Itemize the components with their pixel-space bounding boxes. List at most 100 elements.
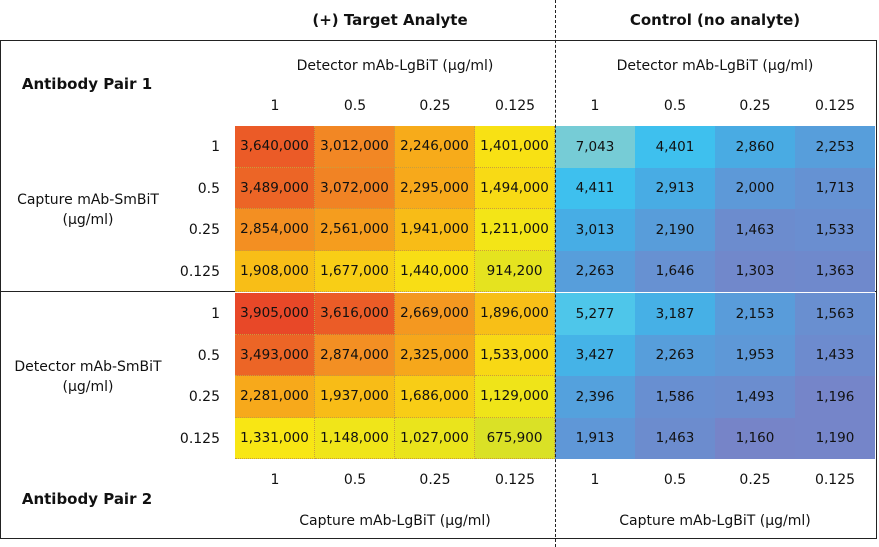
control-cell: 1,713 xyxy=(795,167,875,209)
pair-title: Antibody Pair 1 xyxy=(21,75,153,93)
row-axis-label: Capture mAb-SmBiT (μg/ml) xyxy=(17,192,159,228)
target-cell: 2,325,000 xyxy=(395,334,475,376)
control-cell: 2,153 xyxy=(715,293,795,335)
column-label: 0.5 xyxy=(343,472,367,488)
column-axis-label: Capture mAb-LgBiT (μg/ml) xyxy=(299,513,491,529)
target-cell: 3,489,000 xyxy=(235,167,315,209)
column-label: 0.25 xyxy=(739,98,771,114)
column-axis-label: Capture mAb-LgBiT (μg/ml) xyxy=(619,513,811,529)
target-cell: 1,941,000 xyxy=(395,209,475,251)
target-cell: 1,211,000 xyxy=(475,209,555,251)
row-label: 1 xyxy=(211,139,220,155)
control-cell: 1,586 xyxy=(635,376,715,418)
control-cell: 2,253 xyxy=(795,126,875,168)
target-cell: 675,900 xyxy=(475,417,555,459)
row-label: 1 xyxy=(211,306,220,322)
target-cell: 1,440,000 xyxy=(395,250,475,292)
target-cell: 1,677,000 xyxy=(315,250,395,292)
control-cell: 1,196 xyxy=(795,376,875,418)
control-cell: 7,043 xyxy=(555,126,635,168)
target-cell: 3,616,000 xyxy=(315,293,395,335)
column-label: 1 xyxy=(270,472,280,488)
row-label: 0.125 xyxy=(179,430,220,447)
control-cell: 1,953 xyxy=(715,334,795,376)
control-cell: 2,000 xyxy=(715,167,795,209)
target-cell: 3,640,000 xyxy=(235,126,315,168)
column-label: 0.125 xyxy=(494,98,536,114)
control-cell: 4,401 xyxy=(635,126,715,168)
target-cell: 3,493,000 xyxy=(235,334,315,376)
control-cell: 1,493 xyxy=(715,376,795,418)
target-cell: 3,072,000 xyxy=(315,167,395,209)
control-cell: 2,913 xyxy=(635,167,715,209)
control-cell: 2,263 xyxy=(555,250,635,292)
target-cell: 2,246,000 xyxy=(395,126,475,168)
target-cell: 1,686,000 xyxy=(395,376,475,418)
row-axis-label: Detector mAb-SmBiT (μg/ml) xyxy=(14,359,162,395)
target-cell: 1,148,000 xyxy=(315,417,395,459)
target-cell: 2,874,000 xyxy=(315,334,395,376)
row-label: 0.25 xyxy=(188,222,220,238)
column-axis-label: Detector mAb-LgBiT (μg/ml) xyxy=(616,58,814,74)
target-cell: 1,896,000 xyxy=(475,293,555,335)
control-header: Control (no analyte) xyxy=(629,11,801,29)
target-cell: 1,027,000 xyxy=(395,417,475,459)
column-label: 1 xyxy=(590,98,600,114)
row-label: 0.5 xyxy=(197,180,220,197)
column-label: 0.125 xyxy=(814,472,856,488)
control-cell: 1,913 xyxy=(555,417,635,459)
control-cell: 5,277 xyxy=(555,293,635,335)
column-label: 0.5 xyxy=(663,472,687,488)
target-cell: 2,561,000 xyxy=(315,209,395,251)
frame xyxy=(0,40,877,539)
control-cell: 3,013 xyxy=(555,209,635,251)
column-label: 0.125 xyxy=(814,98,856,114)
target-cell: 3,905,000 xyxy=(235,293,315,335)
column-label: 1 xyxy=(590,472,600,488)
control-cell: 2,396 xyxy=(555,376,635,418)
row-label: 0.5 xyxy=(197,347,220,364)
control-cell: 2,263 xyxy=(635,334,715,376)
control-cell: 1,303 xyxy=(715,250,795,292)
control-cell: 1,433 xyxy=(795,334,875,376)
control-cell: 1,533 xyxy=(795,209,875,251)
column-label: 0.125 xyxy=(494,472,536,488)
row-label: 0.125 xyxy=(179,263,220,280)
target-cell: 914,200 xyxy=(475,250,555,292)
target-header: (+) Target Analyte xyxy=(312,11,468,29)
control-cell: 1,363 xyxy=(795,250,875,292)
target-cell: 1,494,000 xyxy=(475,167,555,209)
column-label: 0.25 xyxy=(419,472,451,488)
control-cell: 2,860 xyxy=(715,126,795,168)
target-cell: 2,295,000 xyxy=(395,167,475,209)
control-cell: 1,190 xyxy=(795,417,875,459)
row-label: 0.25 xyxy=(188,389,220,405)
control-cell: 1,463 xyxy=(635,417,715,459)
control-cell: 3,187 xyxy=(635,293,715,335)
target-cell: 2,281,000 xyxy=(235,376,315,418)
control-cell: 1,160 xyxy=(715,417,795,459)
target-cell: 1,331,000 xyxy=(235,417,315,459)
target-cell: 1,401,000 xyxy=(475,126,555,168)
control-cell: 1,463 xyxy=(715,209,795,251)
target-cell: 1,129,000 xyxy=(475,376,555,418)
column-label: 0.25 xyxy=(739,472,771,488)
column-label: 1 xyxy=(270,98,280,114)
target-cell: 1,908,000 xyxy=(235,250,315,292)
control-cell: 4,411 xyxy=(555,167,635,209)
target-cell: 1,937,000 xyxy=(315,376,395,418)
target-cell: 1,533,000 xyxy=(475,334,555,376)
control-cell: 1,646 xyxy=(635,250,715,292)
target-cell: 3,012,000 xyxy=(315,126,395,168)
column-axis-label: Detector mAb-LgBiT (μg/ml) xyxy=(296,58,494,74)
target-cell: 2,669,000 xyxy=(395,293,475,335)
column-label: 0.5 xyxy=(663,98,687,114)
control-cell: 1,563 xyxy=(795,293,875,335)
dashed-separator xyxy=(555,0,556,547)
column-label: 0.5 xyxy=(343,98,367,114)
control-cell: 3,427 xyxy=(555,334,635,376)
target-cell: 2,854,000 xyxy=(235,209,315,251)
column-label: 0.25 xyxy=(419,98,451,114)
control-cell: 2,190 xyxy=(635,209,715,251)
